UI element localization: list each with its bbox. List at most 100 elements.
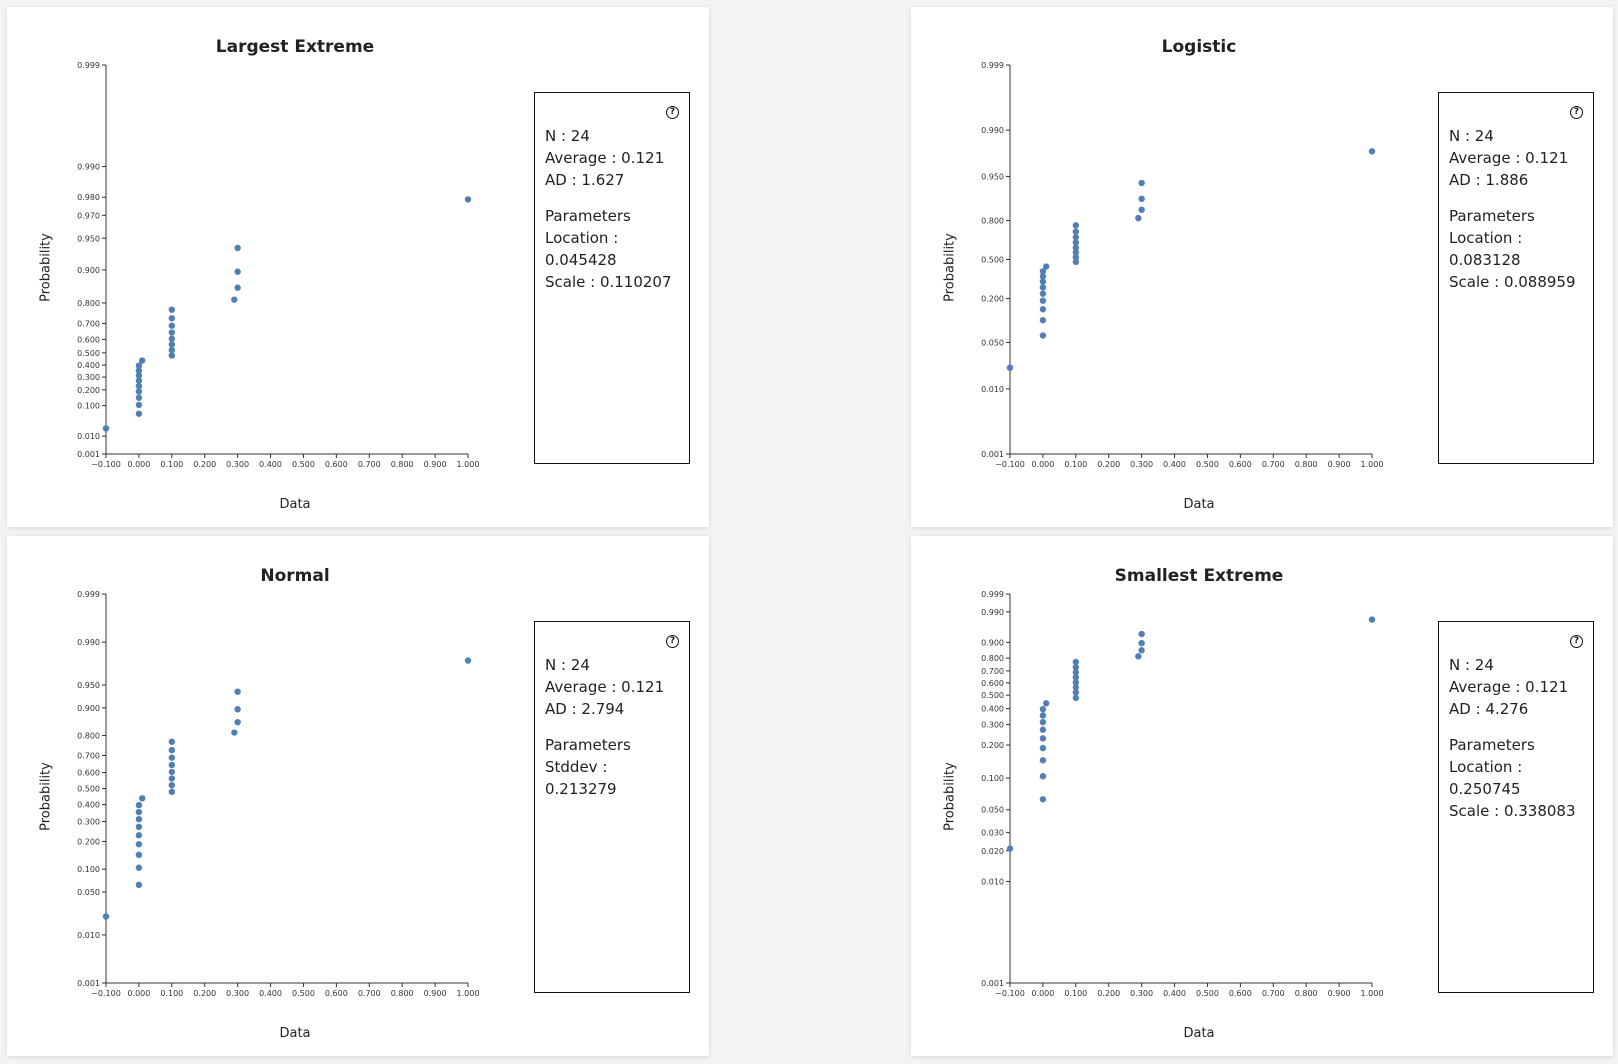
data-point[interactable] [135,841,143,848]
data-point[interactable] [135,801,143,809]
data-point[interactable] [135,367,143,374]
data-point[interactable] [1039,735,1047,742]
question-circle-icon[interactable]: ? [1570,635,1583,648]
data-point[interactable] [168,746,176,754]
data-point[interactable] [168,335,176,343]
data-point[interactable] [1135,214,1142,222]
data-point[interactable] [1072,679,1080,686]
data-point[interactable] [168,768,176,776]
data-point[interactable] [135,881,143,889]
data-point[interactable] [234,706,241,713]
data-point[interactable] [1138,630,1145,638]
data-point[interactable] [1072,689,1080,696]
data-point[interactable] [1072,669,1080,676]
data-point[interactable] [135,401,143,409]
data-point[interactable] [139,357,146,364]
data-point[interactable] [1138,647,1145,654]
data-point[interactable] [135,382,143,390]
data-point[interactable] [135,815,143,823]
data-point[interactable] [1039,796,1047,803]
data-point[interactable] [1135,653,1142,660]
data-point[interactable] [1006,364,1014,371]
data-point[interactable] [1043,263,1050,270]
question-circle-icon[interactable]: ? [666,635,679,648]
data-point[interactable] [1039,744,1047,752]
data-point[interactable] [1072,258,1080,266]
data-point[interactable] [168,341,176,348]
data-point[interactable] [234,268,241,275]
data-point[interactable] [1072,253,1080,261]
question-circle-icon[interactable]: ? [666,106,679,119]
data-point[interactable] [234,688,241,695]
data-point[interactable] [1039,284,1047,291]
data-point[interactable] [1072,222,1080,229]
data-point[interactable] [135,372,143,379]
data-point[interactable] [135,823,143,831]
data-point[interactable] [168,761,176,769]
data-point[interactable] [1039,332,1047,339]
data-point[interactable] [168,754,176,761]
data-point[interactable] [168,346,176,354]
data-point[interactable] [135,864,143,871]
data-point[interactable] [1043,700,1050,707]
data-point[interactable] [139,795,146,802]
data-point[interactable] [1138,195,1145,203]
data-point[interactable] [231,729,238,736]
data-point[interactable] [1072,239,1080,246]
data-point[interactable] [1072,249,1080,256]
data-point[interactable] [1368,616,1376,623]
data-point[interactable] [102,913,110,920]
data-point[interactable] [234,244,241,252]
data-point[interactable] [1039,268,1047,275]
data-point[interactable] [1072,234,1080,241]
data-point[interactable] [1039,712,1047,719]
data-point[interactable] [168,315,176,322]
data-point[interactable] [1072,658,1080,666]
data-point[interactable] [135,394,143,401]
data-point[interactable] [168,775,176,782]
data-point[interactable] [135,851,143,859]
data-point[interactable] [135,808,143,816]
data-point[interactable] [1072,684,1080,691]
data-point[interactable] [464,657,472,664]
data-point[interactable] [234,284,241,291]
data-point[interactable] [135,362,143,369]
data-point[interactable] [135,388,143,395]
data-point[interactable] [1006,845,1014,852]
data-point[interactable] [1072,228,1080,235]
data-point[interactable] [1039,726,1047,733]
data-point[interactable] [168,738,176,745]
data-point[interactable] [1138,639,1145,647]
data-point[interactable] [1072,664,1080,671]
data-point[interactable] [135,377,143,384]
data-point[interactable] [1039,273,1047,280]
data-point[interactable] [168,352,176,359]
data-point[interactable] [1039,290,1047,297]
data-point[interactable] [135,410,143,417]
data-point[interactable] [1368,148,1376,155]
data-point[interactable] [168,781,176,789]
data-point[interactable] [1039,316,1047,324]
question-circle-icon[interactable]: ? [1570,106,1583,119]
data-point[interactable] [168,329,176,336]
data-point[interactable] [135,832,143,839]
data-point[interactable] [1072,244,1080,251]
data-point[interactable] [1039,306,1047,313]
data-point[interactable] [1138,206,1145,213]
data-point[interactable] [234,718,241,726]
data-point[interactable] [1039,773,1047,780]
data-point[interactable] [1039,278,1047,285]
data-point[interactable] [1039,705,1047,713]
data-point[interactable] [231,296,238,303]
data-point[interactable] [102,425,110,432]
data-point[interactable] [168,306,176,313]
data-point[interactable] [464,196,472,203]
data-point[interactable] [168,322,176,329]
data-point[interactable] [1072,674,1080,681]
data-point[interactable] [1039,297,1047,304]
data-point[interactable] [168,788,176,796]
data-point[interactable] [1072,694,1080,702]
data-point[interactable] [1138,179,1145,187]
data-point[interactable] [1039,757,1047,764]
data-point[interactable] [1039,718,1047,726]
